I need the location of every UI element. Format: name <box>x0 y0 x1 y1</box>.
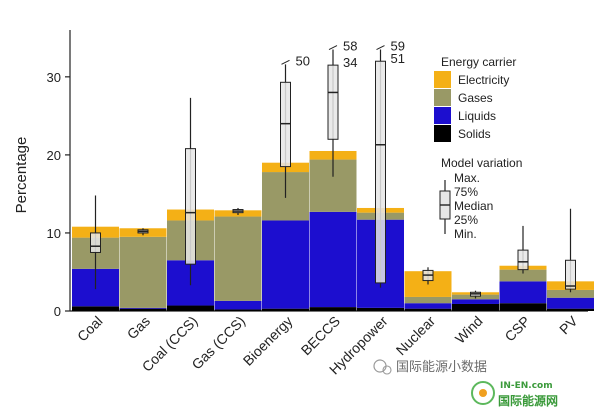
bar-gases-nuclear <box>404 296 452 304</box>
max-label-hydropower: 59 <box>391 39 405 54</box>
bar-solids-gas <box>119 308 167 311</box>
bar-gases-gas <box>119 236 167 308</box>
bar-solids-pv <box>547 308 594 311</box>
iqr-box-beccs <box>327 64 339 140</box>
legend-swatch-gases <box>434 89 451 106</box>
max-label-bioenergy: 50 <box>296 53 310 68</box>
x-label-wind: Wind <box>452 313 486 347</box>
box-legend-max: Max. <box>454 171 480 185</box>
axis-break-bioenergy <box>281 59 290 65</box>
y-tick-label: 0 <box>54 304 61 319</box>
bar-gases-csp <box>499 269 547 282</box>
x-label-coal: Coal <box>74 313 106 345</box>
bar-liquids-csp <box>499 281 547 304</box>
bar-solids-csp <box>499 303 547 311</box>
box-legend-min: Min. <box>454 227 477 241</box>
bar-solids-wind <box>452 303 499 311</box>
legend-title: Energy carrier <box>441 55 516 69</box>
y-tick-label: 10 <box>47 226 61 241</box>
bar-liquids-gas-ccs- <box>214 300 262 310</box>
y-ticks: 0 10 20 30 <box>47 70 70 319</box>
legend-swatch-liquids <box>434 107 451 124</box>
box-legend: Model variation Max. 75% Median 25% Min. <box>439 156 522 241</box>
bar-solids-gas-ccs- <box>214 309 262 311</box>
y-axis-title: Percentage <box>13 137 30 214</box>
bar-solids-beccs <box>309 307 357 311</box>
bar-gases-pv <box>547 289 594 298</box>
boxplots-group <box>90 49 576 299</box>
bar-liquids-bioenergy <box>262 220 309 309</box>
watermark: 国际能源小数据 IN-EN.com 国际能源网 <box>373 359 558 408</box>
bar-gases-gas-ccs- <box>214 216 262 301</box>
wechat-icon <box>373 359 387 373</box>
iqr-box-csp <box>517 249 529 271</box>
watermark-text: 国际能源小数据 <box>396 360 487 375</box>
x-label-pv: PV <box>556 312 581 337</box>
iqr-box-bioenergy <box>280 81 291 168</box>
box-legend-median-label: Median <box>454 199 493 213</box>
legend-swatch-solids <box>434 125 451 142</box>
bar-liquids-nuclear <box>404 303 452 309</box>
bar-solids-bioenergy <box>262 308 309 311</box>
iqr-box-hydropower <box>375 60 386 284</box>
x-label-gas: Gas <box>124 313 153 342</box>
axis-break-hydropower <box>376 45 385 50</box>
x-label-bioenergy: Bioenergy <box>240 313 296 369</box>
bar-solids-nuclear <box>404 308 452 311</box>
box-legend-q75: 75% <box>454 185 478 199</box>
q75-label-beccs: 34 <box>343 55 357 70</box>
bar-solids-coal <box>72 306 119 311</box>
in-en-logo-dot <box>479 389 487 397</box>
x-label-beccs: BECCS <box>298 313 343 358</box>
iqr-box-pv <box>565 259 576 290</box>
box-legend-title: Model variation <box>441 156 522 170</box>
iqr-box-coal <box>90 232 101 253</box>
bar-liquids-pv <box>547 297 594 309</box>
y-tick-label: 20 <box>47 148 61 163</box>
watermark-logo-text: 国际能源网 <box>498 393 558 408</box>
axis-break-beccs <box>328 45 338 50</box>
x-label-csp: CSP <box>501 313 533 345</box>
legend-label-solids: Solids <box>458 127 491 141</box>
legend-label-gases: Gases <box>458 91 493 105</box>
bar-liquids-beccs <box>309 211 357 308</box>
box-legend-q25: 25% <box>454 213 478 227</box>
in-en-logo-icon <box>471 381 495 405</box>
iqr-box-coal-ccs- <box>185 148 196 265</box>
legend-swatch-electricity <box>434 71 451 88</box>
max-label-beccs: 58 <box>343 39 357 54</box>
legend-label-electricity: Electricity <box>458 73 509 87</box>
bar-liquids-gas <box>119 307 167 309</box>
legend: Energy carrier Electricity Gases Liquids… <box>434 55 516 142</box>
y-tick-label: 30 <box>47 70 61 85</box>
bar-solids-coal-ccs- <box>167 305 214 311</box>
bar-liquids-wind <box>452 299 499 304</box>
bar-solids-hydropower <box>357 307 404 311</box>
legend-label-liquids: Liquids <box>458 109 496 123</box>
x-label-nuclear: Nuclear <box>393 313 439 359</box>
watermark-url: IN-EN.com <box>500 381 553 391</box>
q75-label-hydropower: 51 <box>391 51 405 66</box>
wechat-icon-dot <box>382 365 392 375</box>
